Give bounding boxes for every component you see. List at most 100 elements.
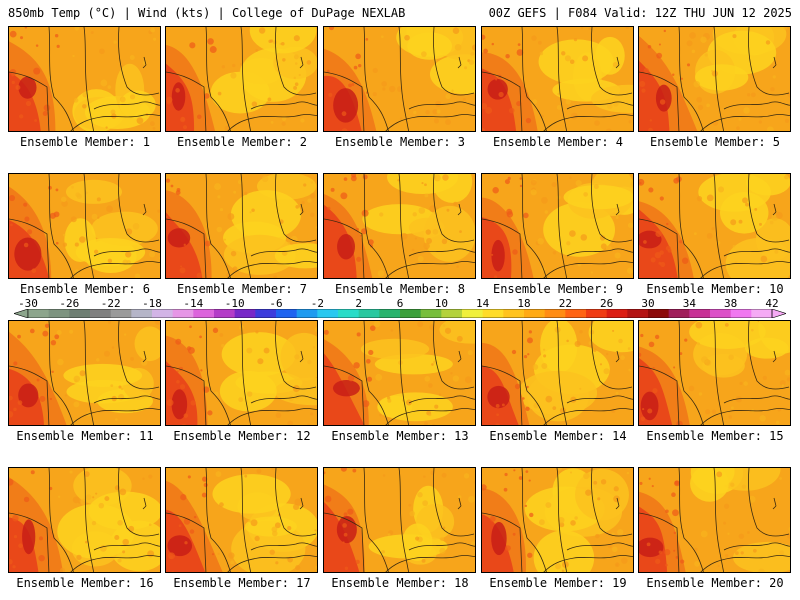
colorbar-swatch <box>379 309 401 318</box>
colorbar-swatch <box>276 309 298 318</box>
colorbar-tick-label: -10 <box>224 297 245 310</box>
colorbar-swatch <box>751 309 773 318</box>
ensemble-member-map <box>638 467 791 573</box>
temperature-field-map <box>166 321 317 425</box>
colorbar-tick-label: -18 <box>142 297 162 310</box>
ensemble-member-map <box>481 173 634 279</box>
colorbar-swatch <box>565 309 587 318</box>
colorbar-swatch <box>586 309 608 318</box>
temperature-field-map <box>166 174 317 278</box>
ensemble-member-map <box>481 26 634 132</box>
temperature-field-map <box>639 321 790 425</box>
colorbar-tick-label: 26 <box>600 297 614 310</box>
colorbar-swatch <box>503 309 525 318</box>
ensemble-member-label: Ensemble Member: 1 <box>19 135 151 149</box>
colorbar-swatch <box>338 309 360 318</box>
colorbar-swatch <box>48 309 70 318</box>
colorbar-swatch <box>358 309 380 318</box>
colorbar-swatch <box>441 309 463 318</box>
ensemble-member-label: Ensemble Member: 8 <box>334 282 466 296</box>
colorbar-swatch <box>255 309 277 318</box>
temperature-field-map <box>166 27 317 131</box>
ensemble-member-label: Ensemble Member: 7 <box>176 282 308 296</box>
colorbar-tick-label: 34 <box>682 297 696 310</box>
temperature-field-map <box>324 174 475 278</box>
temperature-field-map <box>324 321 475 425</box>
colorbar-swatch <box>668 309 690 318</box>
colorbar-swatch <box>110 309 132 318</box>
colorbar-swatch <box>544 309 566 318</box>
colorbar-tick-label: 22 <box>558 297 572 310</box>
ensemble-member-map <box>638 173 791 279</box>
temperature-field-map <box>9 468 160 572</box>
ensemble-member-label: Ensemble Member: 6 <box>19 282 151 296</box>
ensemble-member-map <box>8 173 161 279</box>
temperature-field-map <box>324 27 475 131</box>
colorbar-swatch <box>462 309 484 318</box>
ensemble-member-label: Ensemble Member: 12 <box>173 429 311 443</box>
colorbar-swatch <box>400 309 422 318</box>
ensemble-member-label: Ensemble Member: 9 <box>492 282 624 296</box>
colorbar-tick-label: 2 <box>355 297 362 310</box>
colorbar-swatch <box>28 309 50 318</box>
ensemble-member-label: Ensemble Member: 16 <box>16 576 154 590</box>
colorbar-tick-label: -30 <box>18 297 38 310</box>
ensemble-member-label: Ensemble Member: 3 <box>334 135 466 149</box>
ensemble-member-label: Ensemble Member: 17 <box>173 576 311 590</box>
colorbar-swatch <box>482 309 504 318</box>
colorbar-swatch <box>710 309 732 318</box>
temperature-colorbar <box>14 309 786 318</box>
ensemble-member-label: Ensemble Member: 13 <box>331 429 469 443</box>
ensemble-member-label: Ensemble Member: 2 <box>176 135 308 149</box>
ensemble-member-map <box>8 467 161 573</box>
temperature-field-map <box>639 27 790 131</box>
ensemble-member-map <box>8 320 161 426</box>
colorbar-tick-label: 10 <box>434 297 448 310</box>
ensemble-member-map <box>323 173 476 279</box>
ensemble-member-map <box>165 173 318 279</box>
temperature-field-map <box>9 174 160 278</box>
temperature-field-map <box>482 27 633 131</box>
colorbar-tick-label: 18 <box>517 297 531 310</box>
temperature-field-map <box>9 27 160 131</box>
ensemble-member-map <box>323 26 476 132</box>
colorbar-tick-label: 14 <box>476 297 490 310</box>
ensemble-member-label: Ensemble Member: 18 <box>331 576 469 590</box>
ensemble-member-map <box>481 467 634 573</box>
ensemble-member-label: Ensemble Member: 20 <box>646 576 784 590</box>
temperature-field-map <box>482 468 633 572</box>
colorbar-swatch <box>90 309 112 318</box>
ensemble-member-map <box>481 320 634 426</box>
colorbar-tick-label: -26 <box>59 297 80 310</box>
temperature-field-map <box>166 468 317 572</box>
ensemble-member-map <box>165 320 318 426</box>
ensemble-member-label: Ensemble Member: 4 <box>492 135 624 149</box>
temperature-field-map <box>9 321 160 425</box>
colorbar-swatch <box>152 309 174 318</box>
colorbar-tick-label: -2 <box>310 297 324 310</box>
ensemble-member-label: Ensemble Member: 5 <box>649 135 781 149</box>
temperature-field-map <box>639 174 790 278</box>
ensemble-member-label: Ensemble Member: 11 <box>16 429 154 443</box>
ensemble-member-map <box>638 320 791 426</box>
ensemble-member-map <box>8 26 161 132</box>
temperature-field-map <box>482 321 633 425</box>
colorbar-swatch <box>193 309 215 318</box>
colorbar-swatch <box>606 309 628 318</box>
ensemble-member-map <box>165 467 318 573</box>
colorbar-tick-label: -6 <box>269 297 283 310</box>
temperature-field-map <box>482 174 633 278</box>
colorbar-tick-label: -22 <box>100 297 121 310</box>
colorbar-swatch <box>317 309 339 318</box>
colorbar-tick-label: -14 <box>183 297 204 310</box>
colorbar-tick-label: 30 <box>641 297 655 310</box>
temperature-field-map <box>639 468 790 572</box>
colorbar-swatch <box>648 309 670 318</box>
colorbar-swatch <box>296 309 318 318</box>
colorbar-swatch <box>131 309 153 318</box>
colorbar-tick-label: 6 <box>396 297 404 310</box>
colorbar-swatch <box>420 309 442 318</box>
colorbar-swatch <box>730 309 752 318</box>
colorbar-swatch <box>234 309 256 318</box>
colorbar-tick-label: 38 <box>724 297 738 310</box>
